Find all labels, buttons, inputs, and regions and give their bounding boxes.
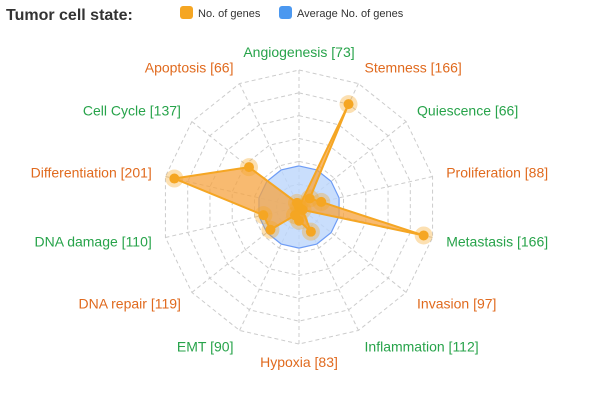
radar-series (165, 95, 433, 249)
axis-label: Apoptosis [66] (145, 59, 234, 75)
axis-label: EMT [90] (177, 339, 234, 355)
axis-label: Hypoxia [83] (260, 354, 338, 370)
data-point (304, 193, 315, 204)
data-point (343, 99, 354, 110)
data-point (297, 204, 308, 215)
axis-label: DNA damage [110] (35, 233, 152, 249)
grid-ring (164, 69, 434, 345)
chart-title: Tumor cell state: (6, 7, 133, 24)
axis-label: Quiescence [66] (417, 102, 518, 118)
grid-ring (209, 115, 389, 299)
data-point (265, 224, 276, 235)
legend: No. of genes Average No. of genes (180, 6, 404, 20)
data-point (305, 226, 316, 237)
axis-label: Angiogenesis [73] (243, 44, 354, 60)
data-point (258, 210, 269, 221)
data-point (244, 162, 255, 173)
legend-swatch-genes[interactable] (180, 6, 193, 19)
axis-labels: Angiogenesis [73] Stemness [166] Quiescenc… (31, 44, 549, 370)
axis-label: Stemness [166] (365, 59, 462, 75)
legend-swatch-average[interactable] (279, 6, 292, 19)
data-point (316, 196, 327, 207)
data-point (418, 230, 429, 241)
axis-label: Invasion [97] (417, 296, 496, 312)
axis-label: Cell Cycle [137] (83, 102, 181, 118)
legend-label-genes[interactable]: No. of genes (198, 8, 261, 20)
data-point (290, 210, 301, 221)
data-point (169, 173, 180, 184)
grid-ring (231, 137, 367, 277)
axis-label: Metastasis [166] (446, 233, 548, 249)
data-point (292, 197, 303, 208)
axis-label: Differentiation [201] (31, 165, 152, 181)
axis-label: DNA repair [119] (78, 296, 180, 312)
legend-label-average[interactable]: Average No. of genes (297, 8, 404, 20)
axis-label: Inflammation [112] (365, 339, 479, 355)
axis-label: Proliferation [88] (446, 165, 548, 181)
